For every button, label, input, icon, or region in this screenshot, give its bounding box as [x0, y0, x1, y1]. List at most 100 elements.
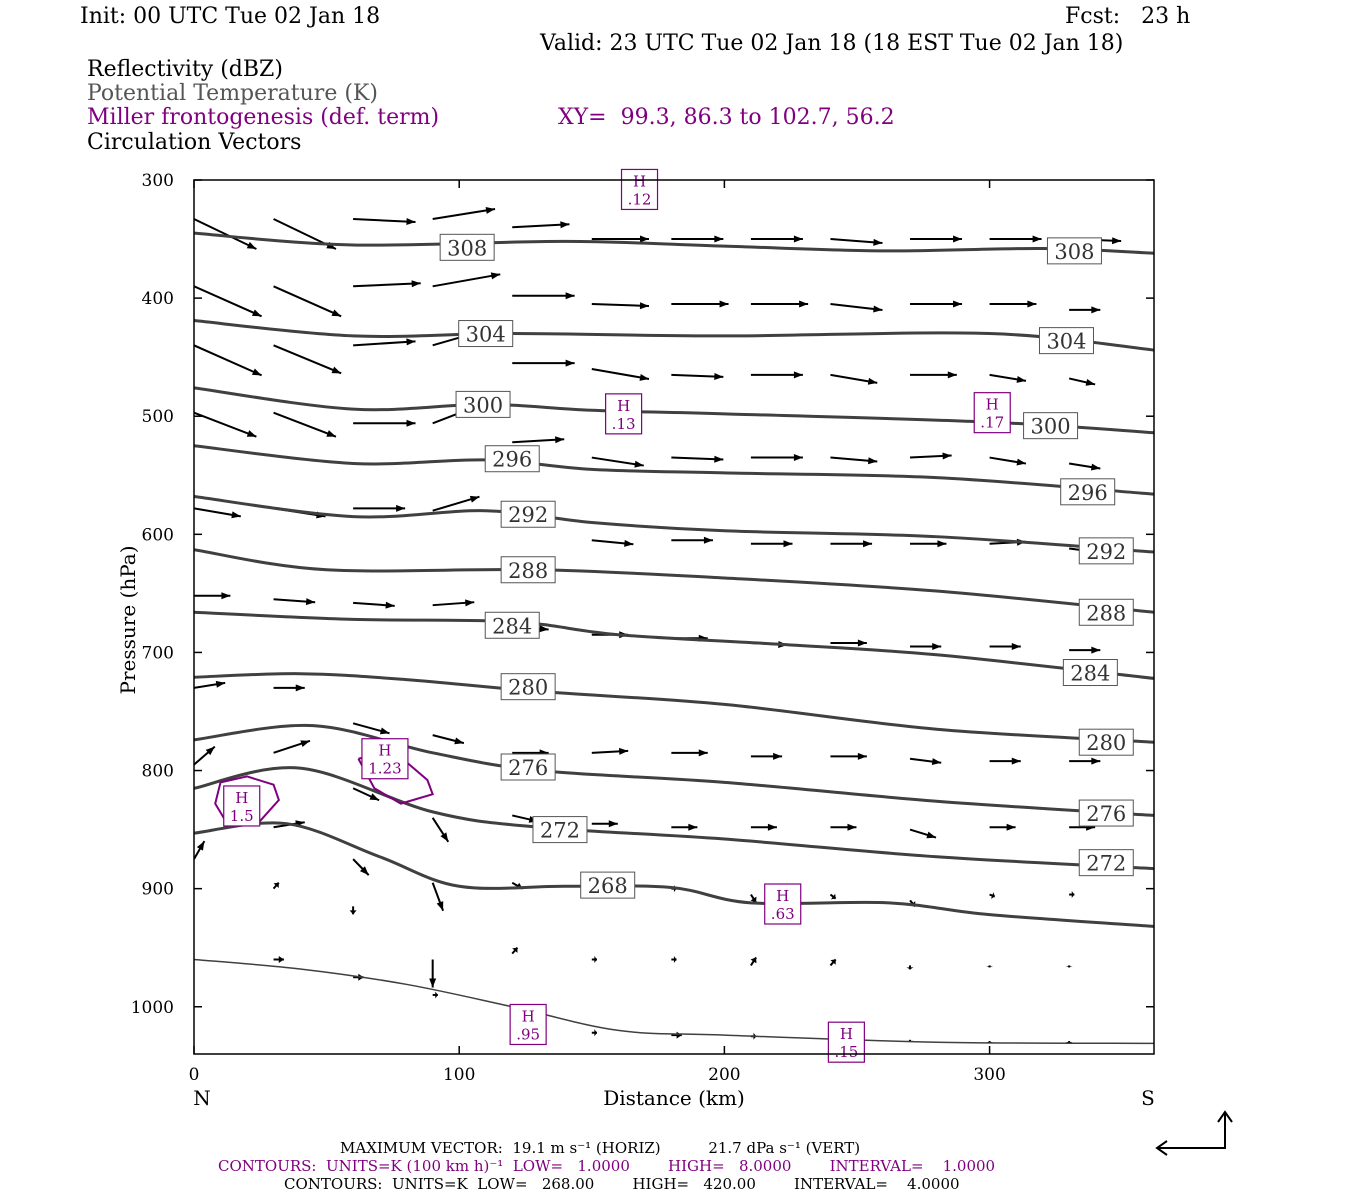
circulation-vector: [1069, 757, 1101, 765]
circulation-vector: [352, 787, 380, 802]
label-text: 292: [508, 503, 548, 527]
circulation-vector: [194, 285, 263, 318]
vector-head: [703, 536, 713, 544]
vector-shaft: [353, 340, 416, 347]
label-box: [458, 320, 514, 348]
theta-contour-label: 308: [1046, 237, 1102, 265]
circulation-vector: [989, 823, 1016, 831]
vector-head: [594, 1029, 597, 1037]
vector-head: [990, 892, 995, 899]
vector-head: [857, 639, 867, 647]
maximum-box: [973, 392, 1011, 434]
vector-head: [406, 338, 416, 346]
vector-head: [369, 793, 380, 801]
vector-head: [639, 235, 649, 243]
circulation-vector: [511, 946, 519, 955]
vector-head: [331, 309, 342, 317]
vector-head: [560, 221, 570, 229]
label-text: 284: [492, 614, 532, 638]
circulation-vector: [591, 456, 644, 468]
maximum-letter: H: [840, 1025, 853, 1043]
circulation-vector: [750, 540, 793, 548]
vector-head: [406, 419, 416, 427]
circulation-vector: [353, 338, 416, 347]
label-box: [1078, 598, 1134, 626]
x-axis-title: Distance (km): [603, 1086, 745, 1110]
frontogenesis-maximum: H.13: [605, 393, 643, 435]
frontogenesis-maximum: H1.23: [361, 738, 409, 780]
vector-head: [429, 978, 437, 988]
label-box: [532, 816, 588, 844]
field-reflectivity: Reflectivity (dBZ): [87, 57, 283, 82]
label-box: [500, 500, 556, 528]
circulation-vector: [830, 639, 867, 647]
y-tick-label: 300: [142, 171, 174, 191]
circulation-vector: [432, 495, 480, 512]
vector-shaft: [194, 285, 263, 318]
circulation-vector: [989, 757, 1021, 765]
vector-head: [436, 901, 444, 911]
vector-head: [953, 235, 963, 243]
theta-contour-label: 292: [500, 500, 556, 528]
vector-head: [251, 368, 262, 376]
vector-head: [847, 823, 857, 831]
vector-head: [594, 956, 597, 964]
vector-head: [793, 235, 803, 243]
valid-time: Valid: 23 UTC Tue 02 Jan 18 (18 EST Tue …: [540, 31, 1124, 56]
maximum-value: .95: [516, 1025, 540, 1043]
label-text: 308: [1054, 240, 1094, 264]
vector-head: [906, 967, 914, 970]
vector-head: [205, 746, 215, 756]
circulation-vector: [671, 235, 724, 243]
vector-head: [246, 241, 257, 249]
circulation-vector: [591, 956, 597, 964]
label-box: [500, 673, 556, 701]
label-text: 272: [540, 819, 580, 843]
vector-head: [565, 359, 575, 367]
circulation-vector: [273, 598, 316, 606]
label-text: 272: [1086, 852, 1126, 876]
vector-head: [931, 758, 942, 766]
theta-contour-label: 284: [1062, 659, 1118, 687]
vector-head: [767, 823, 777, 831]
theta-contour-label: 304: [1038, 327, 1094, 355]
vector-head: [947, 371, 957, 379]
vector-head: [942, 452, 952, 460]
vector-head: [349, 910, 357, 915]
vector-head: [246, 430, 257, 437]
label-box: [1078, 799, 1134, 827]
maximum-box: [223, 785, 261, 827]
maximum-letter: H: [378, 742, 391, 760]
vector-head: [379, 727, 390, 735]
vector-head: [469, 495, 480, 503]
maximum-box: [509, 1003, 547, 1046]
y-tick-label: 400: [142, 289, 174, 309]
circulation-vector: [750, 454, 803, 462]
circulation-vector: [353, 504, 406, 512]
init-time: Init: 00 UTC Tue 02 Jan 18: [80, 4, 381, 29]
circulation-vector: [432, 206, 496, 220]
circulation-vector: [989, 300, 1037, 308]
circulation-vector: [830, 238, 883, 246]
theta-contour-label: 284: [484, 611, 540, 639]
vector-head: [1090, 463, 1101, 471]
footer-frontogenesis-contours: CONTOURS: UNITS=K (100 km h)⁻¹ LOW= 1.00…: [218, 1157, 996, 1175]
vector-head: [1112, 237, 1122, 245]
vector-head: [251, 309, 262, 317]
label-box: [580, 871, 636, 899]
vector-head: [714, 235, 724, 243]
vector-head: [714, 373, 724, 381]
vector-head: [490, 272, 501, 280]
circulation-vector: [909, 828, 937, 839]
theta-contour-label: 268: [580, 871, 636, 899]
maximum-box: [605, 393, 643, 435]
circulation-vector: [829, 958, 837, 967]
circulation-vector: [591, 235, 649, 243]
circulation-vector: [910, 371, 957, 379]
vector-head: [634, 460, 644, 468]
vector-head: [454, 737, 464, 745]
maximum-letter: H: [235, 789, 248, 807]
circulation-vector: [591, 1029, 597, 1037]
frontogenesis-maximum: H.15: [827, 1021, 865, 1063]
